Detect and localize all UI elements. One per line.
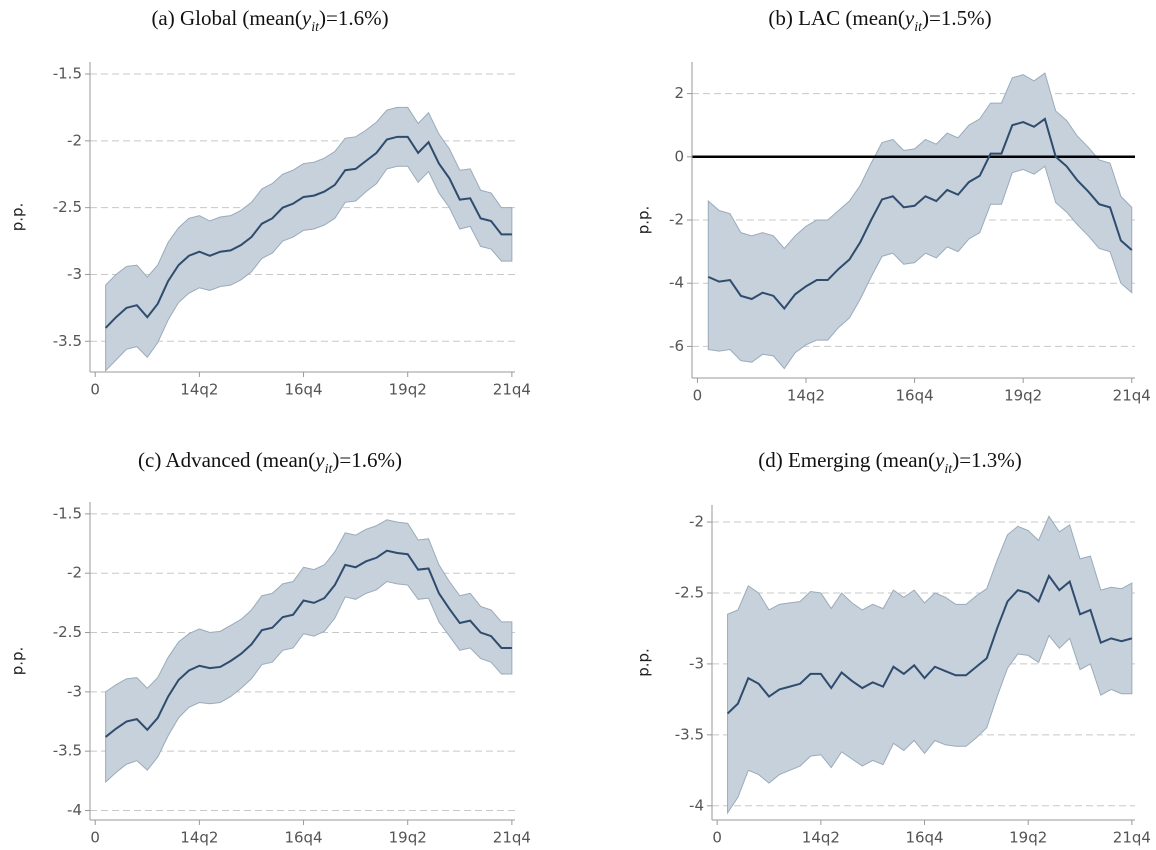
y-tick-label: -3 — [689, 654, 704, 672]
y-tick-label: -4 — [689, 796, 704, 814]
y-tick-label: -1.5 — [53, 65, 82, 83]
x-tick-label: 16q4 — [284, 381, 322, 399]
confidence-band — [727, 515, 1133, 815]
confidence-band — [707, 72, 1133, 370]
y-tick-label: -3 — [67, 265, 82, 283]
x-tick-label: 21q4 — [493, 829, 531, 847]
panel-title: (a) Global (mean(yit)=1.6%) — [151, 6, 388, 35]
confidence-band — [105, 106, 513, 372]
x-tick-label: 19q2 — [389, 829, 427, 847]
x-tick-label: 21q4 — [1113, 829, 1151, 847]
estimate-line — [707, 117, 1133, 311]
x-tick-label: 19q2 — [1009, 829, 1047, 847]
y-tick-label: -2.5 — [53, 623, 82, 641]
x-tick-label: 14q2 — [802, 829, 840, 847]
y-tick-label: -3 — [67, 682, 82, 700]
y-tick-label: -1.5 — [53, 504, 82, 522]
estimate-line — [105, 549, 512, 738]
title-part: )=1.6%) — [332, 448, 402, 472]
estimate-line — [104, 135, 512, 329]
x-tick-label: 16q4 — [284, 829, 322, 847]
y-tick-label: -4 — [67, 801, 82, 819]
y-axis-label: p.p. — [9, 647, 27, 676]
x-tick-label: 0 — [90, 829, 100, 847]
x-tick-label: 0 — [712, 829, 722, 847]
panel-title: (c) Advanced (mean(yit)=1.6%) — [138, 448, 402, 477]
x-tick-label: 21q4 — [493, 381, 531, 399]
title-part: y — [313, 448, 325, 472]
title-part: (a) Global (mean( — [151, 6, 301, 30]
title-part: it — [914, 20, 923, 35]
y-axis-label: p.p. — [635, 648, 653, 677]
title-part: (d) Emerging (mean( — [758, 448, 935, 472]
title-part: (c) Advanced (mean( — [138, 448, 315, 472]
x-tick-label: 16q4 — [905, 829, 943, 847]
y-tick-label: -6 — [669, 337, 684, 355]
x-tick-label: 0 — [90, 381, 100, 399]
title-part: )=1.3%) — [952, 448, 1022, 472]
confidence-band — [105, 519, 513, 784]
y-tick-label: -4 — [669, 274, 684, 292]
x-tick-label: 14q2 — [180, 381, 218, 399]
title-part: it — [944, 462, 953, 477]
y-tick-label: -2 — [67, 131, 82, 149]
title-part: y — [903, 6, 915, 30]
y-tick-label: -2 — [669, 211, 684, 229]
y-tick-label: -3.5 — [53, 742, 82, 760]
y-tick-label: -2.5 — [53, 198, 82, 216]
estimate-line — [726, 573, 1133, 715]
title-part: y — [300, 6, 312, 30]
x-tick-label: 16q4 — [896, 387, 934, 405]
title-part: it — [311, 20, 320, 35]
y-tick-label: -3.5 — [53, 332, 82, 350]
panel-title: (b) LAC (mean(yit)=1.5%) — [768, 6, 991, 35]
title-part: )=1.6%) — [319, 6, 389, 30]
x-tick-label: 21q4 — [1113, 387, 1151, 405]
x-tick-label: 0 — [693, 387, 703, 405]
y-tick-label: 2 — [674, 84, 684, 102]
x-tick-label: 19q2 — [1004, 387, 1042, 405]
y-axis-label: p.p. — [635, 206, 653, 235]
y-tick-label: -2.5 — [675, 583, 704, 601]
y-tick-label: -2 — [689, 513, 704, 531]
title-part: it — [325, 462, 334, 477]
x-tick-label: 14q2 — [180, 829, 218, 847]
panel-title: (d) Emerging (mean(yit)=1.3%) — [758, 448, 1022, 477]
y-tick-label: -3.5 — [675, 725, 704, 743]
title-part: y — [933, 448, 945, 472]
title-part: )=1.5%) — [922, 6, 992, 30]
y-axis-label: p.p. — [9, 203, 27, 232]
title-part: (b) LAC (mean( — [768, 6, 904, 30]
x-tick-label: 19q2 — [389, 381, 427, 399]
x-tick-label: 14q2 — [787, 387, 825, 405]
y-tick-label: -2 — [67, 564, 82, 582]
y-tick-label: 0 — [674, 147, 684, 165]
